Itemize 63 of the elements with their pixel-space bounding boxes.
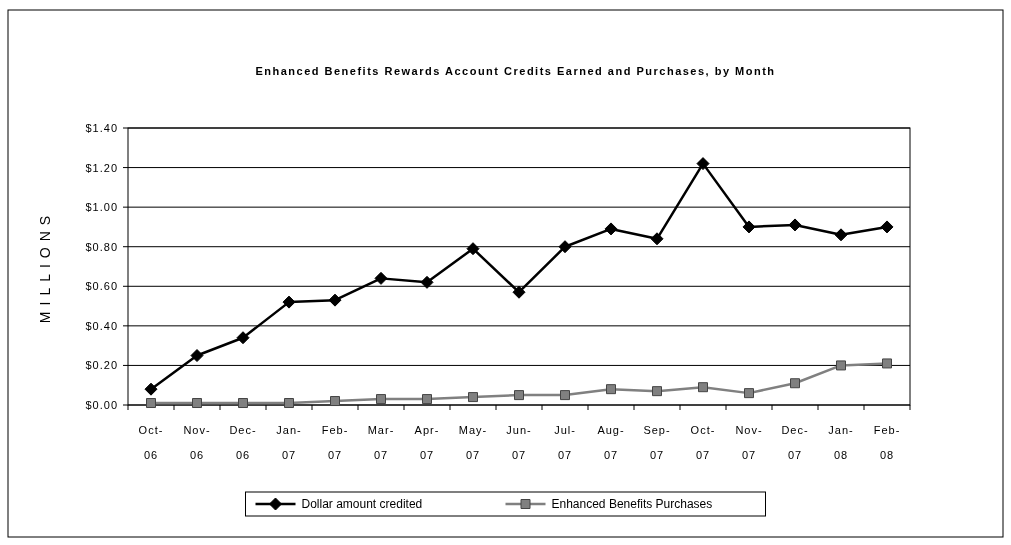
x-tick-label: Oct-07	[690, 424, 716, 461]
point	[376, 394, 386, 405]
x-tick-label: Nov-06	[183, 424, 211, 461]
point	[652, 386, 662, 397]
point	[192, 398, 202, 409]
x-tick-label: Feb-08	[873, 424, 901, 461]
y-tick-label: $0.00	[85, 399, 118, 411]
x-tick-label: Dec-07	[781, 424, 809, 461]
point	[514, 390, 524, 401]
point	[466, 242, 480, 256]
x-tick-label: Jan-08	[828, 424, 854, 461]
point	[650, 232, 664, 246]
point	[742, 220, 756, 234]
point	[744, 388, 754, 399]
y-tick-label: $0.40	[85, 319, 118, 332]
point	[282, 295, 296, 309]
x-tick-label: Feb-07	[321, 424, 349, 461]
y-tick-label: $0.60	[85, 280, 118, 293]
x-tick-label: Sep-07	[643, 424, 671, 461]
point	[560, 390, 570, 401]
point	[144, 382, 158, 396]
x-tick-label: Jul-07	[554, 424, 576, 461]
x-tick-label: Dec-06	[229, 424, 257, 461]
x-tick-label: Nov-07	[735, 424, 763, 461]
legend-label: Dollar amount credited	[301, 497, 423, 511]
legend-label: Enhanced Benefits Purchases	[551, 497, 713, 511]
point	[604, 222, 618, 236]
y-tick-label: $0.20	[85, 359, 118, 372]
point	[190, 349, 204, 363]
x-tick-label: May-07	[458, 424, 488, 461]
x-tick-label: Jan-07	[276, 424, 302, 461]
point	[468, 392, 478, 403]
point	[330, 396, 340, 407]
point	[696, 157, 710, 171]
point	[284, 398, 294, 409]
point	[146, 398, 156, 409]
point	[512, 285, 526, 299]
point	[880, 220, 894, 234]
y-tick-label: $0.80	[85, 240, 118, 253]
x-tick-label: Aug-07	[597, 424, 625, 461]
point	[374, 271, 388, 285]
point	[834, 228, 848, 242]
y-tick-label: $1.40	[85, 122, 118, 134]
point	[420, 275, 434, 289]
y-axis-title: MILLIONS	[37, 209, 53, 324]
point	[882, 358, 892, 369]
point	[606, 384, 616, 395]
point	[558, 240, 572, 254]
y-tick-label: $1.00	[85, 201, 118, 214]
x-tick-label: Jun-07	[506, 424, 532, 461]
chart-title: Enhanced Benefits Rewards Account Credits Earned and Purchases, by Month	[255, 65, 776, 77]
point	[238, 398, 248, 409]
point	[422, 394, 432, 405]
point	[236, 331, 250, 345]
x-tick-label: Mar-07	[367, 424, 395, 461]
y-tick-label: $1.20	[85, 161, 118, 174]
point	[836, 360, 846, 371]
x-tick-label: Apr-07	[414, 424, 440, 461]
point	[790, 378, 800, 389]
point	[698, 382, 708, 393]
x-tick-label: Oct-06	[138, 424, 164, 461]
point	[328, 293, 342, 307]
point	[788, 218, 802, 232]
